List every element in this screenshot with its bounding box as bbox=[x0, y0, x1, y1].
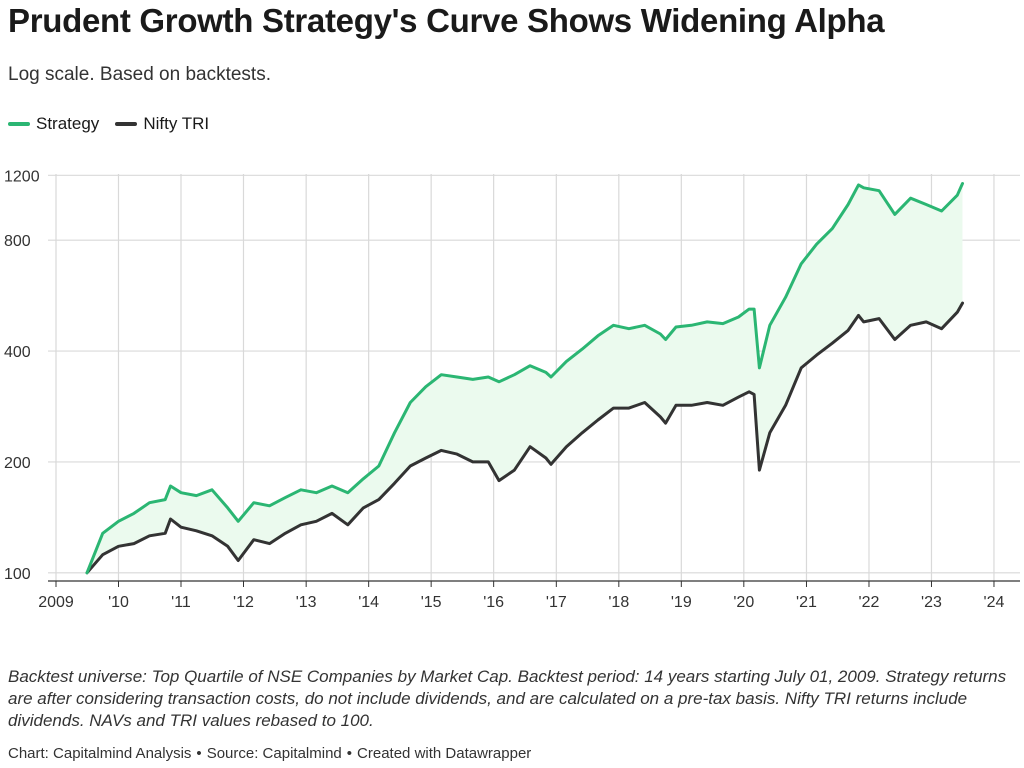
line-chart: 100 200 400 800 1200 2009 '10 '11 '12 '13 '14 '15 '… bbox=[4, 168, 1020, 611]
x-tick-label: '17 bbox=[546, 594, 567, 611]
chart-notes: Backtest universe: Top Quartile of NSE C… bbox=[8, 667, 1007, 730]
x-tick-label: '12 bbox=[233, 594, 254, 611]
x-tick-label: '16 bbox=[483, 594, 504, 611]
legend-item-nifty: Nifty TRI bbox=[115, 114, 209, 134]
x-tick-label: '11 bbox=[171, 594, 191, 611]
legend-label-nifty: Nifty TRI bbox=[143, 114, 210, 133]
chart-subtitle: Log scale. Based on backtests. bbox=[8, 64, 271, 85]
x-axis: 2009 '10 '11 '12 '13 '14 '15 '16 '17 '18 '19 '20 '21… bbox=[38, 580, 1020, 611]
x-tick-label: '14 bbox=[358, 594, 379, 611]
byline-source: Source: Capitalmind bbox=[206, 745, 342, 762]
y-tick-label: 800 bbox=[4, 233, 31, 250]
nifty-tri-line bbox=[85, 301, 964, 575]
legend-label-strategy: Strategy bbox=[36, 114, 100, 133]
strategy-line bbox=[85, 182, 964, 575]
x-tick-label: 2009 bbox=[38, 594, 74, 611]
x-tick-label: '23 bbox=[921, 594, 942, 611]
x-tick-label: '21 bbox=[796, 594, 817, 611]
legend-swatch-nifty bbox=[115, 122, 138, 126]
legend: Strategy Nifty TRI bbox=[8, 114, 225, 134]
x-tick-label: '20 bbox=[733, 594, 754, 611]
y-tick-label: 400 bbox=[4, 344, 31, 361]
byline-chart-credit: Chart: Capitalmind Analysis bbox=[8, 745, 192, 762]
byline: Chart: Capitalmind Analysis • Source: Capi… bbox=[8, 745, 531, 762]
legend-swatch-strategy bbox=[8, 122, 30, 126]
y-tick-label: 100 bbox=[4, 566, 31, 583]
legend-item-strategy: Strategy bbox=[8, 114, 99, 134]
y-axis: 100 200 400 800 1200 bbox=[4, 168, 40, 582]
alpha-area bbox=[86, 183, 963, 573]
x-tick-label: '10 bbox=[108, 594, 129, 611]
x-tick-label: '19 bbox=[671, 594, 692, 611]
x-tick-label: '18 bbox=[608, 594, 629, 611]
x-tick-label: '13 bbox=[296, 594, 317, 611]
y-tick-label: 1200 bbox=[4, 168, 40, 185]
chart-title: Prudent Growth Strategy's Curve Shows Wi… bbox=[8, 2, 885, 39]
y-tick-label: 200 bbox=[4, 455, 31, 472]
byline-separator: • bbox=[196, 745, 202, 762]
byline-created-with: Created with Datawrapper bbox=[357, 745, 532, 762]
byline-separator: • bbox=[346, 745, 353, 762]
x-tick-label: '24 bbox=[984, 594, 1005, 611]
area-between-series bbox=[86, 183, 963, 573]
series-lines bbox=[85, 182, 964, 575]
x-tick-label: '15 bbox=[421, 594, 442, 611]
x-tick-label: '22 bbox=[859, 594, 880, 611]
